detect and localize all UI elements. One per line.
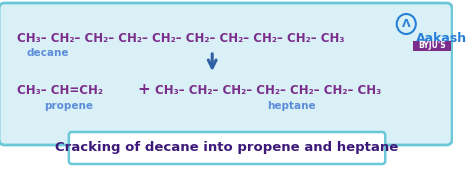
Text: Cracking of decane into propene and heptane: Cracking of decane into propene and hept… bbox=[55, 141, 398, 154]
Text: propene: propene bbox=[45, 101, 93, 111]
Text: +: + bbox=[137, 82, 150, 98]
FancyBboxPatch shape bbox=[413, 41, 451, 51]
Text: CH₃– CH=CH₂: CH₃– CH=CH₂ bbox=[17, 83, 103, 96]
Text: decane: decane bbox=[27, 48, 69, 58]
Text: BYJU'S: BYJU'S bbox=[418, 41, 446, 50]
Text: Λ: Λ bbox=[402, 19, 410, 29]
FancyBboxPatch shape bbox=[0, 3, 452, 145]
Text: heptane: heptane bbox=[267, 101, 316, 111]
FancyBboxPatch shape bbox=[69, 132, 385, 164]
Text: CH₃– CH₂– CH₂– CH₂– CH₂– CH₂– CH₂– CH₂– CH₂– CH₃: CH₃– CH₂– CH₂– CH₂– CH₂– CH₂– CH₂– CH₂– … bbox=[17, 32, 345, 45]
Text: CH₃– CH₂– CH₂– CH₂– CH₂– CH₂– CH₃: CH₃– CH₂– CH₂– CH₂– CH₂– CH₂– CH₃ bbox=[155, 83, 381, 96]
Text: Aakash: Aakash bbox=[416, 31, 467, 44]
